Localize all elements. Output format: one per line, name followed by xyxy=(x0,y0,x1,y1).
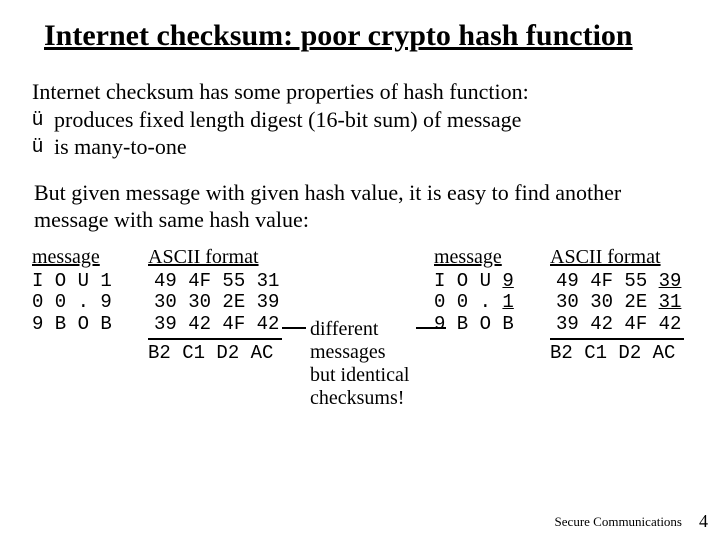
right-ascii-1: 49 4F 55 39 xyxy=(550,271,688,293)
right-ascii-block: ASCII format 49 4F 55 39 30 30 2E 31 39 … xyxy=(550,246,688,410)
left-message-block: message I O U 1 0 0 . 9 9 B O B xyxy=(32,246,124,410)
middle-line-2: but identical checksums! xyxy=(310,364,410,410)
right-msg-1: I O U 9 xyxy=(434,271,526,293)
but-paragraph: But given message with given hash value,… xyxy=(34,179,688,234)
bullet-2-text: is many-to-one xyxy=(54,133,187,161)
right-msg-3: 9 B O B xyxy=(434,314,526,336)
left-sum: B2 C1 D2 AC xyxy=(148,342,286,364)
right-sum-line xyxy=(550,338,684,340)
intro-line: Internet checksum has some properties of… xyxy=(32,78,688,106)
examples-row: message I O U 1 0 0 . 9 9 B O B ASCII fo… xyxy=(32,246,688,410)
right-message-block: message I O U 9 0 0 . 1 9 B O B xyxy=(434,246,526,410)
right-ascii-3: 39 42 4F 42 xyxy=(550,314,688,336)
page-number: 4 xyxy=(699,511,708,532)
middle-text: different messages but identical checksu… xyxy=(310,318,410,410)
right-message-header: message xyxy=(434,246,526,269)
left-ascii-3: 39 42 4F 42 xyxy=(148,314,286,336)
left-msg-2: 0 0 . 9 xyxy=(32,292,124,314)
left-ascii-header: ASCII format xyxy=(148,246,286,269)
left-msg-1: I O U 1 xyxy=(32,271,124,293)
bullet-1-text: produces fixed length digest (16-bit sum… xyxy=(54,106,521,134)
right-ascii-2: 30 30 2E 31 xyxy=(550,292,688,314)
right-connector xyxy=(416,327,446,329)
bullet-2: ü is many-to-one xyxy=(32,133,688,161)
left-ascii-1: 49 4F 55 31 xyxy=(148,271,286,293)
left-message-header: message xyxy=(32,246,124,269)
left-sum-line xyxy=(148,338,282,340)
right-sum: B2 C1 D2 AC xyxy=(550,342,688,364)
middle-line-1: different messages xyxy=(310,318,410,364)
left-ascii-2: 30 30 2E 39 xyxy=(148,292,286,314)
right-ascii-header: ASCII format xyxy=(550,246,688,269)
footer-text: Secure Communications xyxy=(555,514,682,530)
left-msg-3: 9 B O B xyxy=(32,314,124,336)
intro-block: Internet checksum has some properties of… xyxy=(32,78,688,161)
left-ascii-block: ASCII format 49 4F 55 31 30 30 2E 39 39 … xyxy=(148,246,286,410)
slide-title: Internet checksum: poor crypto hash func… xyxy=(44,18,688,54)
bullet-glyph: ü xyxy=(32,106,54,133)
left-connector xyxy=(282,327,306,329)
bullet-1: ü produces fixed length digest (16-bit s… xyxy=(32,106,688,134)
bullet-glyph: ü xyxy=(32,133,54,160)
right-msg-2: 0 0 . 1 xyxy=(434,292,526,314)
